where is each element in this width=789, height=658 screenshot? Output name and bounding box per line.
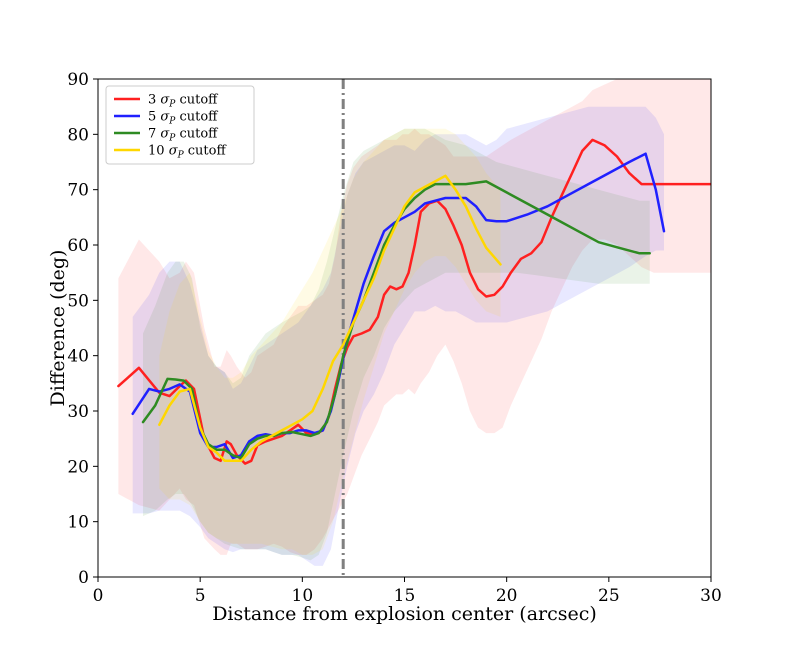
y-tick-label: 10: [67, 513, 89, 533]
x-tick-label: 25: [598, 586, 620, 606]
x-tick-label: 10: [292, 586, 314, 606]
x-tick-label: 15: [394, 586, 416, 606]
band-series-3: [143, 128, 650, 561]
x-axis-ticks: 0 5 10 15 20 25 30: [93, 577, 722, 606]
x-tick-label: 0: [93, 586, 104, 606]
line-series-4: [158, 174, 502, 463]
legend-label-1: 3 σP cutoff: [148, 93, 219, 110]
y-tick-label: 60: [67, 236, 89, 256]
legend-box: [105, 85, 255, 165]
y-tick-label: 40: [67, 347, 89, 367]
y-tick-label: 90: [67, 70, 89, 90]
x-axis-label: Distance from explosion center (arcsec): [212, 603, 597, 625]
y-axis-label: Difference (deg): [47, 250, 69, 407]
x-tick-label: 5: [195, 586, 206, 606]
y-tick-label: 20: [67, 457, 89, 477]
series-lines: [117, 138, 711, 465]
y-tick-label: 80: [67, 125, 89, 145]
line-series-3: [141, 180, 651, 460]
y-tick-label: 50: [67, 291, 89, 311]
y-tick-label: 70: [67, 181, 89, 201]
y-tick-label: 30: [67, 402, 89, 422]
legend-label-3: 7 σP cutoff: [148, 127, 219, 144]
legend-label-4: 10 σP cutoff: [148, 144, 227, 161]
line-series-1: [117, 138, 711, 465]
y-tick-label: 0: [78, 568, 89, 588]
y-axis-ticks: 0 10 20 30 40 50 60 70 80 90: [67, 70, 98, 588]
band-series-2: [132, 106, 664, 566]
legend-label-2: 5 σP cutoff: [148, 110, 219, 127]
x-tick-label: 20: [496, 586, 518, 606]
x-tick-label: 30: [700, 586, 722, 606]
